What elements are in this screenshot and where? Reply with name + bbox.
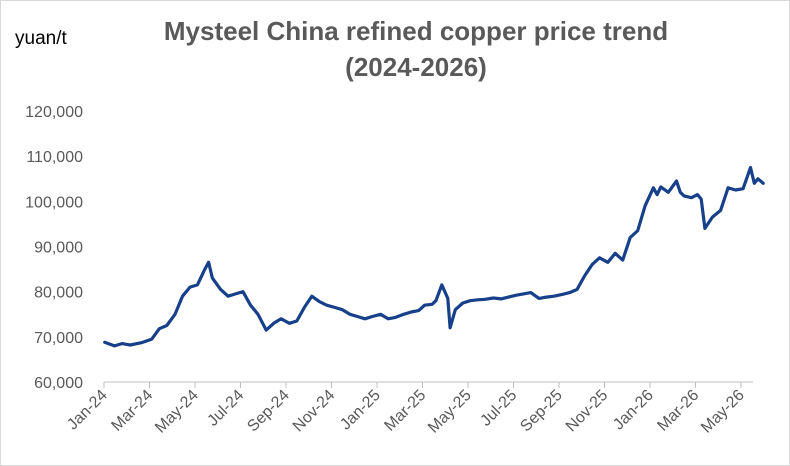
y-tick-label: 100,000: [25, 194, 83, 211]
y-tick-label: 90,000: [34, 240, 83, 257]
x-tick-label: Mar-26: [654, 387, 702, 435]
y-tick-label: 60,000: [34, 375, 83, 392]
x-tick-label: Sep-25: [517, 387, 566, 436]
x-tick-label: Nov-24: [290, 387, 339, 436]
x-tick-label: May-26: [698, 387, 748, 437]
x-tick-label: Jan-26: [610, 387, 657, 434]
x-tick-label: Jan-25: [337, 387, 384, 434]
y-tick-labels: 60,000 70,000 80,000 90,000 100,000 110,000 12…: [25, 104, 83, 392]
y-axis-unit-label: yuan/t: [15, 28, 67, 49]
chart-title-line-2: (2024-2026): [345, 52, 487, 82]
x-tick-label: Jul-24: [204, 387, 247, 430]
y-tick-label: 70,000: [34, 330, 83, 347]
x-tick-label: Mar-24: [108, 387, 156, 435]
x-tick-marks: [103, 382, 742, 388]
series-group: [103, 165, 765, 348]
x-tick-label: May-24: [152, 387, 202, 437]
chart-title-line-1: Mysteel China refined copper price trend: [163, 16, 669, 46]
x-tick-label: Jan-24: [64, 387, 111, 434]
y-tick-label: 110,000: [26, 149, 83, 166]
x-tick-label: May-25: [425, 387, 475, 437]
y-tick-label: 80,000: [34, 285, 83, 302]
chart-title: Mysteel China refined copper price trend…: [101, 13, 731, 85]
series-line: [103, 165, 765, 348]
y-tick-label: 120,000: [25, 104, 83, 121]
x-tick-label: Nov-25: [563, 387, 612, 436]
x-tick-label: Jul-25: [477, 387, 520, 430]
x-tick-label: Sep-24: [244, 387, 293, 436]
x-tick-label: Mar-25: [381, 387, 429, 435]
